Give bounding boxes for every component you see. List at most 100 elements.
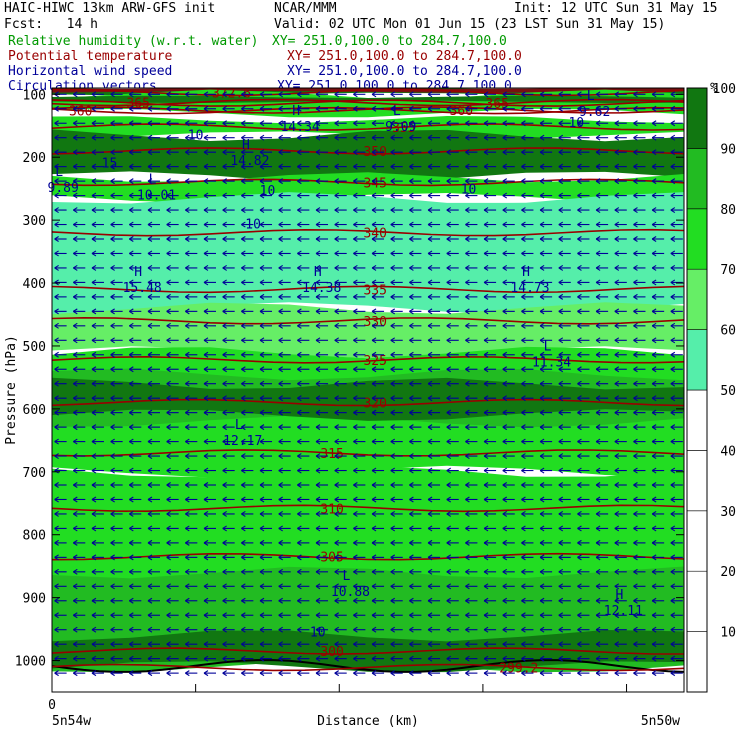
wind-vector-head [72,351,78,358]
wind-vector-head [203,409,209,416]
wind-vector-head [129,568,134,575]
wind-vector-head [409,424,414,431]
wind-vector-head [129,597,134,604]
wind-vector-head [670,583,676,590]
wind-vector-head [577,438,582,445]
wind-vector-head [371,395,377,402]
wind-vector-head [670,91,676,98]
rh-region [52,116,684,140]
wind-vector-head [539,134,545,141]
wind-vector-head [502,670,508,677]
wind-vector-head [54,539,59,546]
wind-vector-head [353,626,358,633]
wind-vector-head [483,467,489,474]
wind-vector-head [278,510,283,517]
wind-vector-head [446,612,452,619]
wind-vector-head [297,178,302,185]
wind-vector-head [614,539,620,546]
wind-vector-head [147,597,153,604]
wind-vector-head [129,482,134,488]
wind-vector-head [278,424,283,431]
wind-vector-head [539,221,545,228]
wind-vector-head [465,308,470,315]
wind-vector-head [502,395,508,402]
wind-vector-head [203,438,209,445]
wind-vector-head [465,192,470,199]
wind-vector-head [166,178,171,185]
wind-vector-head [147,554,153,561]
wind-vector-head [334,395,340,402]
wind-vector-head [633,163,638,170]
wind-speed-label: 10 [461,183,477,198]
wind-vector-head [54,482,59,488]
wind-vector-head [278,293,283,300]
wind-vector-head [185,510,190,517]
wind-vector-head [670,554,676,561]
wind-vector-head [651,467,657,474]
wind-vector-head [353,525,358,532]
wind-vector-head [222,134,227,141]
wind-vector-head [558,105,564,112]
wind-vector-head [409,670,414,677]
wind-vector-head [203,192,209,199]
wind-vector-head [521,626,526,633]
wind-vector-head [334,409,340,416]
wind-vector-head [390,178,396,185]
wind-vector-head [577,120,582,127]
wind-vector-head [614,641,620,648]
wind-vector-head [614,554,620,561]
wind-vector-head [446,178,452,185]
wind-vector-head [614,424,620,431]
wind-vector-head [91,279,97,286]
wind-vector-head [390,91,396,98]
wind-vector-head [633,467,638,474]
wind-vector-head [297,279,302,286]
wind-vector-head [259,366,265,373]
wind-vector-head [614,409,620,416]
wind-vector-head [110,438,115,445]
wind-vector-head [147,221,153,228]
wind-vector-head [371,641,377,648]
wind-vector-head [241,293,246,300]
wind-vector-head [91,453,97,460]
wind-vector-head [465,612,470,619]
wind-vector-head [54,612,59,619]
wind-vector-head [670,337,676,344]
wind-vector-head [72,395,78,402]
wind-vector-head [521,467,526,474]
colorbar-tick-label: 40 [720,444,736,459]
wind-vector-head [390,482,396,488]
wind-vector-head [521,525,526,532]
wind-vector-head [483,641,489,648]
wind-vector-head [278,583,283,590]
wind-vector-head [147,380,153,387]
wind-vector-head [371,409,377,416]
wind-vector-head [614,250,620,257]
theta-contour [51,449,685,457]
wind-vector-head [222,207,227,214]
wind-vector-head [278,250,283,257]
wind-vector-head [390,467,396,474]
wind-vector-head [129,134,134,141]
wind-vector-head [483,264,489,271]
wind-vector-head [278,264,283,271]
wind-vector-head [502,482,508,488]
wind-vector-head [558,424,564,431]
wind-vector-head [390,236,396,242]
wind-vector-head [353,192,358,199]
wind-vector-head [185,279,190,286]
wind-vector-head [539,264,545,271]
wind-vector-head [222,380,227,387]
wind-vector-head [409,510,414,517]
wind-vector-head [185,670,190,677]
wind-vector-head [633,583,638,590]
wind-vector-head [446,655,452,662]
wind-vector-head [241,424,246,431]
wind-vector-head [241,221,246,228]
wind-vector-head [390,250,396,257]
wind-vector-head [147,250,153,257]
header-title: HAIC-HIWC 13km ARW-GFS init [4,1,216,16]
wind-vector-head [54,395,59,402]
wind-vector-head [539,612,545,619]
wind-vector-head [315,424,321,431]
